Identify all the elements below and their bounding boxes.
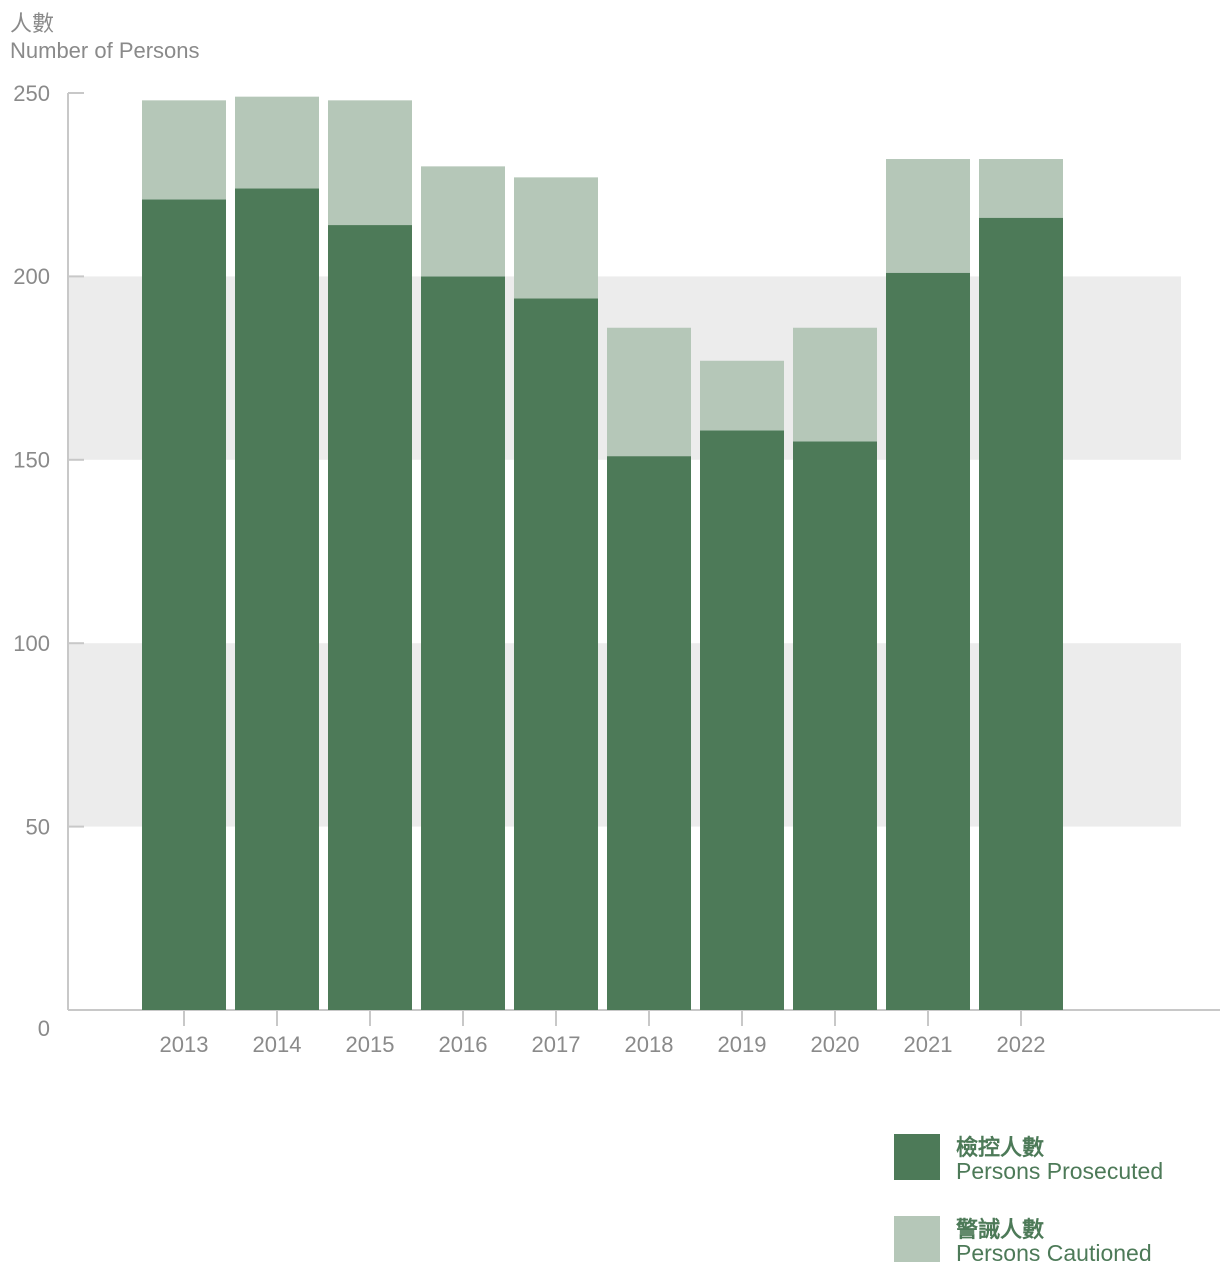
legend-label-prosecuted-zh: 檢控人數 [956, 1136, 1045, 1161]
bar-prosecuted [142, 199, 226, 1010]
plot-area: 0 50 100 150 200 250 2013 2014 2015 2016 2017 2018 2… [13, 81, 1220, 1057]
y-axis-title-zh: 人數 [10, 12, 55, 37]
x-tick-label: 2018 [625, 1032, 674, 1057]
y-tick-label: 0 [38, 1016, 50, 1041]
legend-label-cautioned-zh: 警誡人數 [956, 1218, 1045, 1243]
bar-cautioned [514, 177, 598, 299]
x-tick-label: 2021 [904, 1032, 953, 1057]
bar-prosecuted [886, 272, 970, 1010]
x-tick-label: 2016 [439, 1032, 488, 1057]
y-tick-label: 200 [13, 264, 50, 289]
bar-prosecuted [607, 456, 691, 1011]
x-tick-label: 2019 [718, 1032, 767, 1057]
bar-prosecuted [979, 217, 1063, 1010]
bar-cautioned [328, 100, 412, 226]
bar-prosecuted [235, 188, 319, 1011]
x-tick-label: 2014 [253, 1032, 302, 1057]
x-tick-label: 2013 [160, 1032, 209, 1057]
bar-prosecuted [793, 441, 877, 1011]
y-axis-title-en: Number of Persons [10, 38, 200, 63]
bar-cautioned [700, 360, 784, 431]
x-tick-label: 2017 [532, 1032, 581, 1057]
x-tick-label: 2022 [997, 1032, 1046, 1057]
bar-cautioned [235, 96, 319, 189]
y-tick-label: 250 [13, 81, 50, 106]
legend-label-prosecuted-en: Persons Prosecuted [956, 1158, 1164, 1184]
bar-cautioned [886, 159, 970, 273]
y-tick-label: 100 [13, 631, 50, 656]
bar-cautioned [421, 166, 505, 277]
x-tick-label: 2015 [346, 1032, 395, 1057]
x-tick-label: 2020 [811, 1032, 860, 1057]
bar-cautioned [142, 100, 226, 200]
bar-cautioned [607, 327, 691, 457]
y-tick-label: 50 [26, 814, 50, 839]
legend-label-cautioned-en: Persons Cautioned [956, 1240, 1152, 1266]
bar-cautioned [793, 327, 877, 442]
legend-swatch-prosecuted [894, 1134, 940, 1180]
bar-prosecuted [514, 298, 598, 1011]
y-tick-label: 150 [13, 448, 50, 473]
legend-swatch-cautioned [894, 1216, 940, 1262]
bar-prosecuted [328, 225, 412, 1011]
bar-prosecuted [421, 276, 505, 1010]
bar-cautioned [979, 159, 1063, 218]
bar-prosecuted [700, 430, 784, 1010]
